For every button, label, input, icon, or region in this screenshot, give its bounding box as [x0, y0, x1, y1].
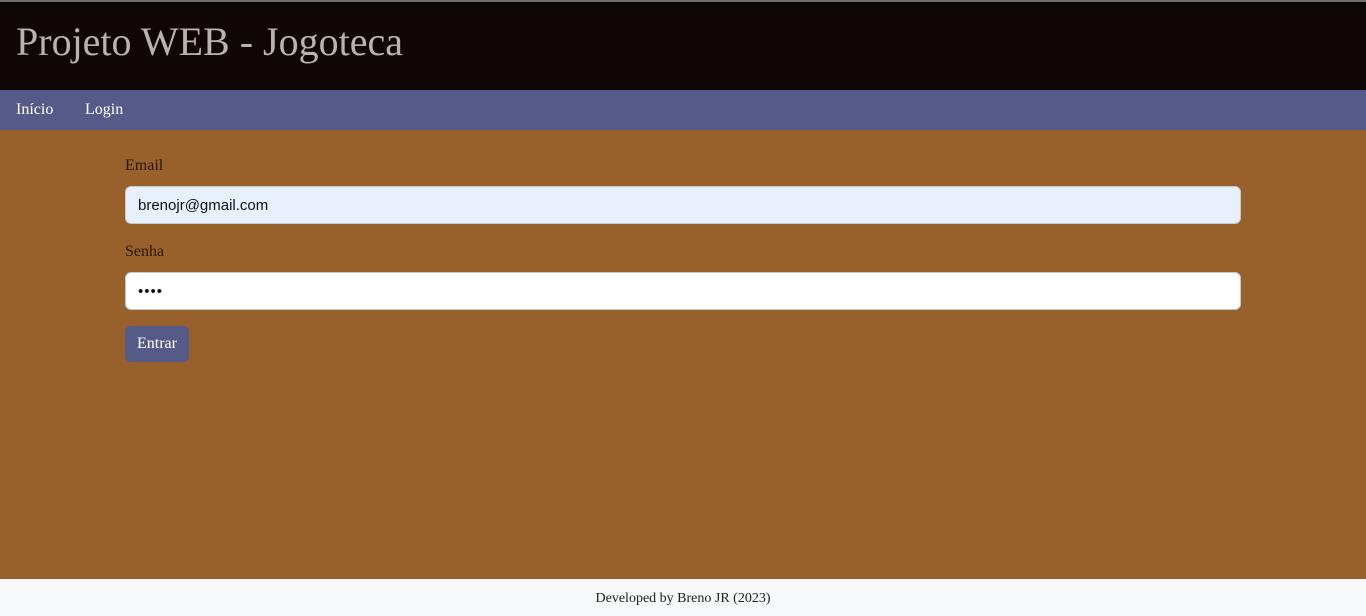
email-input[interactable]	[125, 186, 1241, 224]
top-border-line	[0, 0, 1366, 2]
site-title: Projeto WEB - Jogoteca	[16, 19, 403, 64]
senha-label: Senha	[125, 243, 165, 260]
entrar-button[interactable]: Entrar	[125, 326, 189, 362]
nav-link-login[interactable]: Login	[85, 101, 124, 118]
site-header: Projeto WEB - Jogoteca	[0, 2, 1366, 90]
site-footer: Developed by Breno JR (2023)	[0, 579, 1366, 616]
senha-input[interactable]	[125, 272, 1241, 310]
nav-link-inicio[interactable]: Início	[16, 101, 54, 118]
footer-credit: Developed by Breno JR (2023)	[595, 591, 771, 606]
email-label: Email	[125, 157, 164, 174]
main-navbar: Início Login	[0, 90, 1366, 130]
